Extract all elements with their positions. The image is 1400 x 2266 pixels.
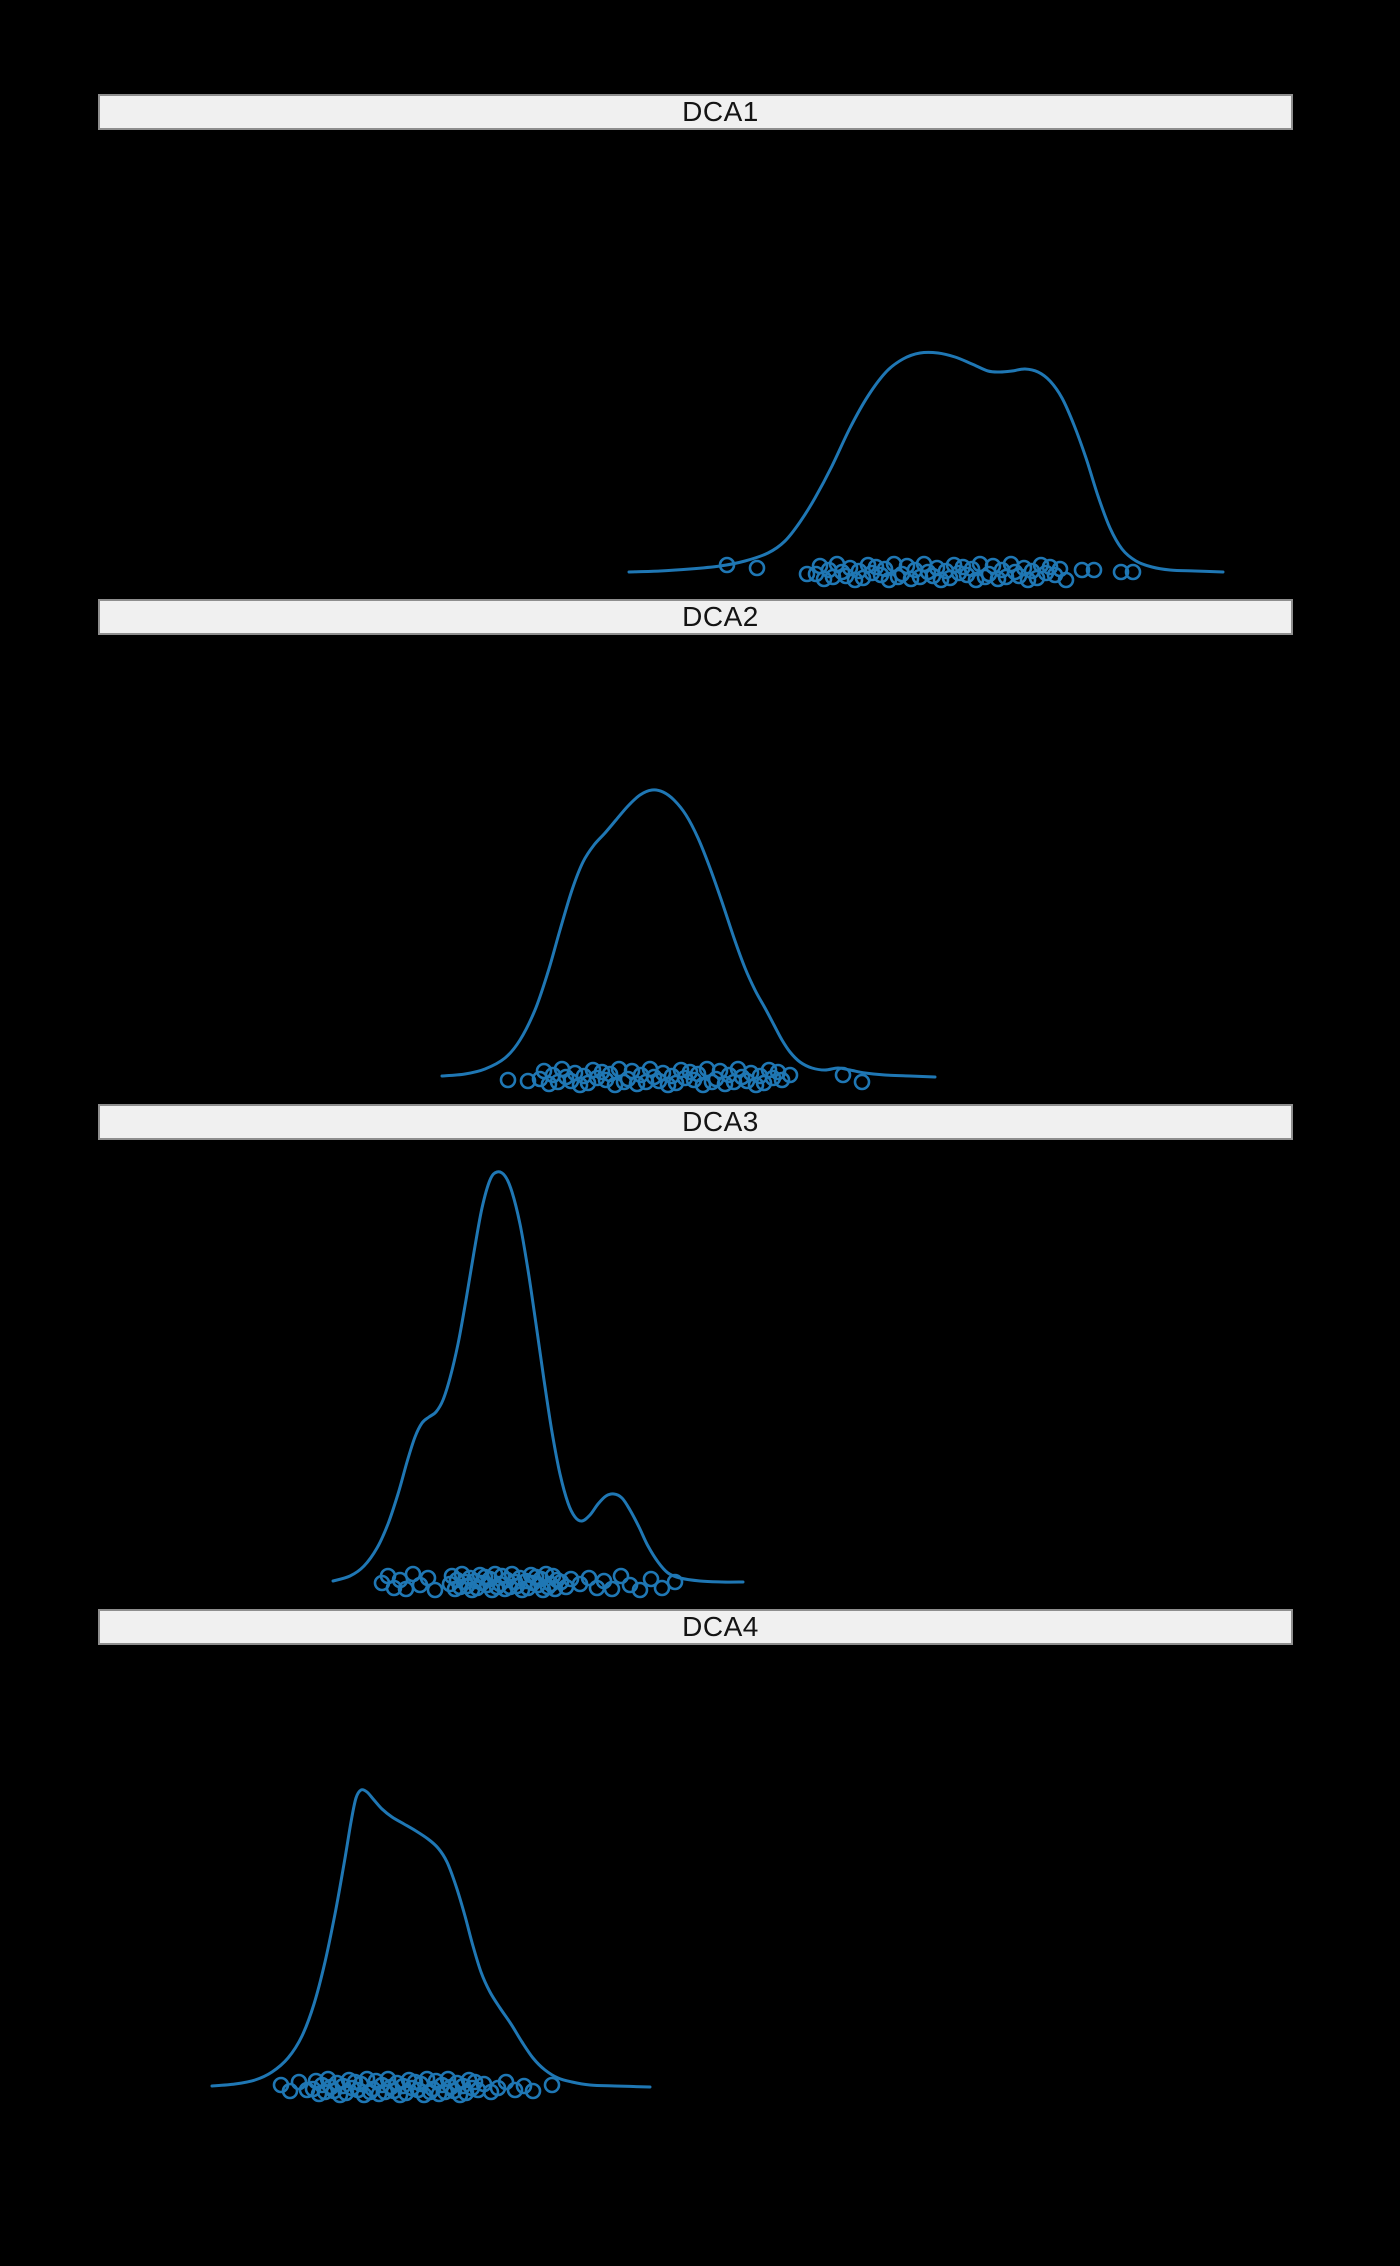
rug-point — [419, 1569, 437, 1587]
rug-point — [748, 559, 766, 577]
rug-point — [876, 560, 894, 578]
rug-point — [631, 1581, 649, 1599]
rug-point — [902, 570, 920, 588]
rug-point — [781, 1066, 799, 1084]
rug-point — [628, 1075, 646, 1093]
rug-point — [593, 1063, 611, 1081]
facet-strip-dca1: DCA1 — [98, 94, 1293, 130]
facet-strip-dca2: DCA2 — [98, 599, 1293, 635]
facet-title-dca2: DCA2 — [682, 601, 759, 632]
rug-point — [932, 571, 950, 589]
density-curve-dca1 — [627, 350, 1225, 574]
facet-panel-dca3 — [331, 1170, 745, 1599]
rug-point — [681, 1063, 699, 1081]
rug-point — [716, 1075, 734, 1093]
rug-point — [506, 2081, 524, 2099]
rug-point — [281, 2082, 299, 2100]
rug-point — [853, 1073, 871, 1091]
rug-point — [659, 1076, 677, 1094]
facet-strip-dca4: DCA4 — [98, 1609, 1293, 1645]
facet-title-dca4: DCA4 — [682, 1611, 759, 1642]
facet-panel-dca2 — [440, 788, 937, 1094]
rug-point — [653, 1579, 671, 1597]
rug-point — [718, 556, 736, 574]
rug-point — [954, 558, 972, 576]
rug-point — [1112, 563, 1130, 581]
facet-strip-dca3: DCA3 — [98, 1104, 1293, 1140]
rug-point — [1124, 563, 1142, 581]
rug-point — [833, 563, 851, 581]
rug-point — [562, 1570, 580, 1588]
rug-point — [666, 1573, 684, 1591]
rug-point — [603, 1580, 621, 1598]
facet-title-dca1: DCA1 — [682, 96, 759, 127]
rug-point — [426, 1581, 444, 1599]
facet-panel-dca4 — [210, 1788, 652, 2104]
rug-point — [540, 1075, 558, 1093]
rug-point — [1006, 563, 1024, 581]
rug-point — [880, 571, 898, 589]
rug-point — [760, 1061, 778, 1079]
rug-point — [694, 1076, 712, 1094]
rug-point — [1085, 561, 1103, 579]
rug-point — [815, 570, 833, 588]
rug-point — [859, 556, 877, 574]
density-curve-dca3 — [331, 1170, 745, 1584]
rug-point — [552, 1573, 570, 1591]
rug-point — [519, 1072, 537, 1090]
rug-point — [967, 571, 985, 589]
rug-point — [672, 1061, 690, 1079]
rug-point — [524, 2082, 542, 2100]
rug-point — [1019, 571, 1037, 589]
rug-point — [846, 571, 864, 589]
rug-point — [1073, 561, 1091, 579]
rug-point — [642, 1570, 660, 1588]
rug-point — [499, 1071, 517, 1089]
facet-title-dca3: DCA3 — [682, 1106, 759, 1137]
rug-point — [543, 2076, 561, 2094]
rug-point — [571, 1076, 589, 1094]
density-curve-dca2 — [440, 788, 937, 1079]
rug-point — [989, 570, 1007, 588]
rug-point — [515, 2077, 533, 2095]
rug-point — [466, 2073, 484, 2091]
rug-point — [798, 565, 816, 583]
rug-point — [606, 1076, 624, 1094]
rug-point — [580, 1569, 598, 1587]
facet-panel-dca1 — [627, 350, 1225, 589]
rug-point — [612, 1567, 630, 1585]
rug-point — [290, 2073, 308, 2091]
rug-point — [834, 1066, 852, 1084]
rug-point — [1057, 571, 1075, 589]
rug-point — [747, 1076, 765, 1094]
rug-point — [584, 1061, 602, 1079]
density-curve-dca4 — [210, 1788, 652, 2089]
